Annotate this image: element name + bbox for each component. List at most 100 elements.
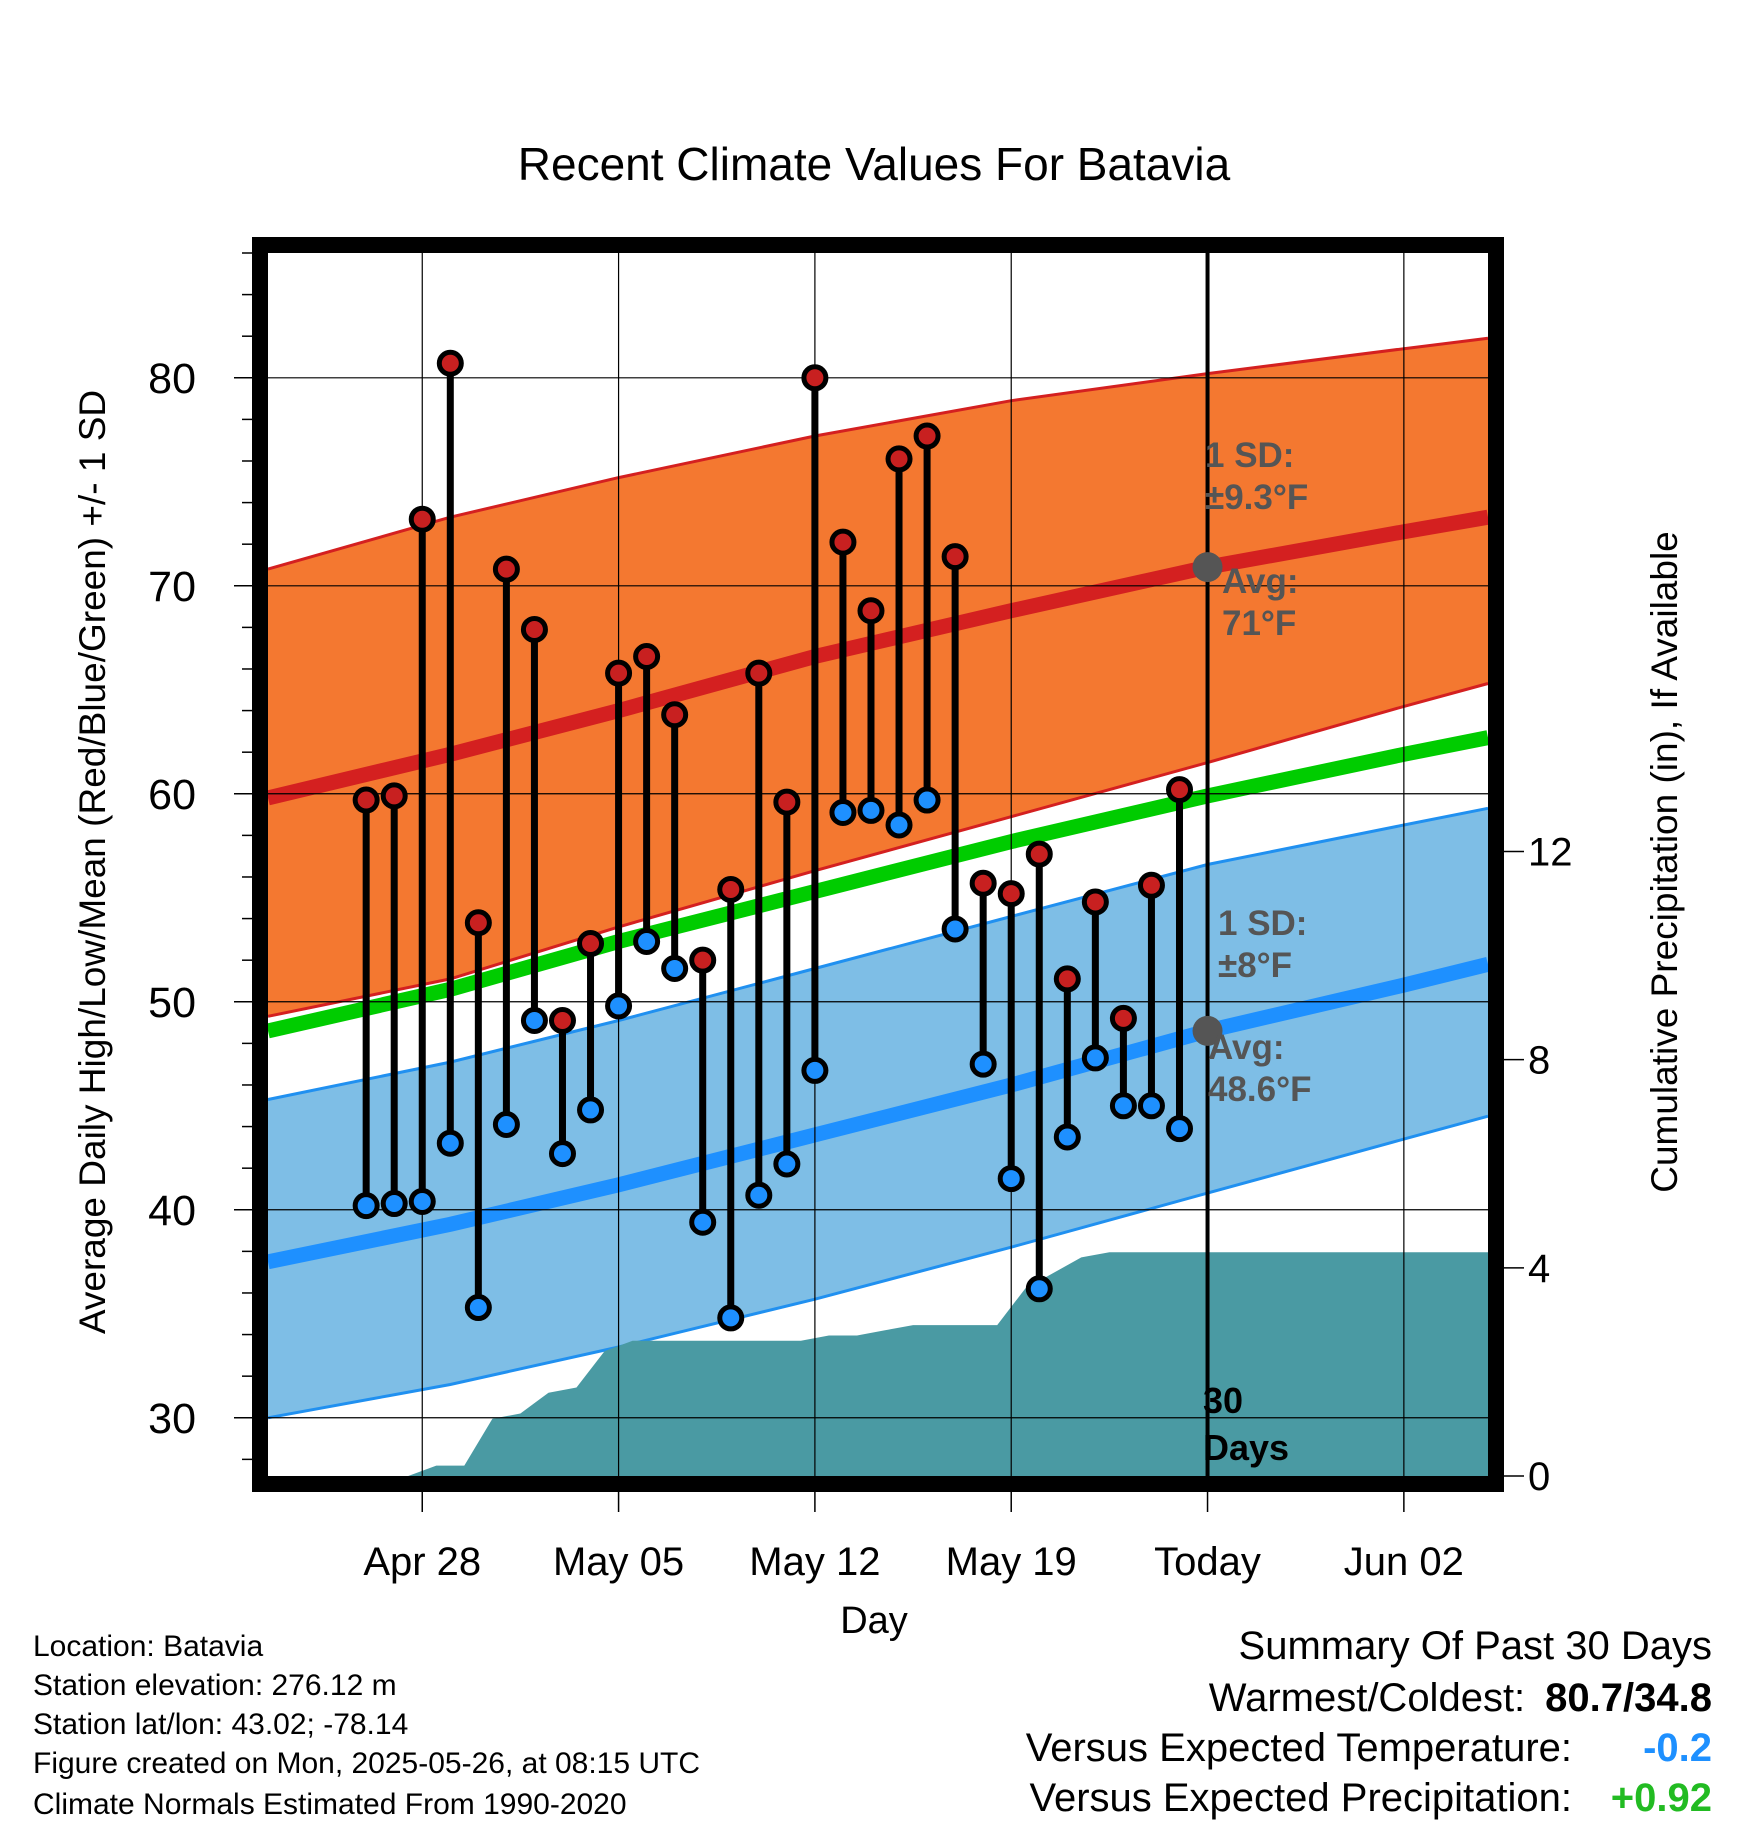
days-count-label: 30 [1203,1380,1243,1421]
warmest-value: 80.7/34.8 [1545,1676,1712,1720]
daily-high-point [548,1006,576,1034]
y-tick-label: 70 [148,563,196,611]
precip-label: Versus Expected Precipitation: [1029,1776,1572,1820]
daily-high-point [969,869,997,897]
x-tick-label: May 05 [553,1540,684,1584]
warmest-label: Warmest/Coldest: [1208,1676,1526,1720]
low-avg-value: 48.6°F [1208,1070,1312,1109]
daily-low-point [745,1181,773,1209]
y-tick-label: 30 [148,1395,196,1443]
axes: 30 40 50 60 70 80 0 4 8 12 Apr 28 May 05 May 12 May 1… [148,237,1573,1584]
daily-high-point [997,880,1025,908]
high-sd-upper-line [267,336,1489,571]
x-axis-label: Day [840,1600,908,1642]
daily-high-point [1025,840,1053,868]
temp-label: Versus Expected Temperature: [1025,1726,1572,1770]
low-sd-lower-line [267,1114,1489,1420]
y2-tick-label: 12 [1528,830,1573,874]
y-tick-label: 50 [148,979,196,1027]
days-word-label: Days [1203,1427,1289,1468]
daily-low-point [408,1187,436,1215]
y-tick-label: 80 [148,355,196,403]
daily-low-point [997,1165,1025,1193]
summary-warmest-row: Warmest/Coldest: 80.7/34.8 [1209,1676,1712,1720]
daily-low-point [717,1304,745,1332]
y2-tick-label: 0 [1528,1455,1550,1499]
precip-value: +0.92 [1610,1776,1712,1820]
daily-high-point [773,788,801,816]
daily-high-point [1137,871,1165,899]
daily-high-point [436,349,464,377]
daily-high-point [633,643,661,671]
daily-high-point [577,930,605,958]
daily-low-point [773,1150,801,1178]
daily-low-point [689,1208,717,1236]
daily-low-point [464,1294,492,1322]
daily-low-point [941,915,969,943]
x-tick-label: May 19 [946,1540,1077,1584]
daily-low-point [1081,1044,1109,1072]
summary-precip-row: Versus Expected Precipitation: +0.92 [1029,1776,1712,1820]
y2-axis-label: Cumulative Precipitation (in), If Availa… [1644,531,1685,1193]
daily-high-point [1081,888,1109,916]
temp-value: -0.2 [1643,1726,1712,1770]
x-tick-label: Jun 02 [1344,1540,1464,1584]
summary-title: Summary Of Past 30 Days [1238,1624,1712,1668]
x-tick-label: May 12 [749,1540,880,1584]
chart-title: Recent Climate Values For Batavia [518,138,1231,190]
daily-high-point [380,782,408,810]
daily-high-point [941,543,969,571]
daily-high-point [605,659,633,687]
daily-low-point [857,796,885,824]
high-avg-value: 71°F [1222,604,1296,643]
daily-high-point [801,364,829,392]
high-avg-label: Avg: [1222,562,1298,601]
location-text: Location: Batavia [33,1630,264,1663]
plot-frame [252,237,1504,1492]
daily-low-point [352,1192,380,1220]
daily-low-point [1137,1092,1165,1120]
daily-low-point [577,1096,605,1124]
precipitation-area [408,1252,1489,1476]
high-sd-band [268,338,1488,1017]
y2-tick-label: 8 [1528,1039,1550,1083]
x-tick-label: Apr 28 [363,1540,481,1584]
daily-high-point [492,555,520,583]
daily-high-point [661,701,689,729]
daily-high-point [408,505,436,533]
low-avg-label: Avg: [1208,1028,1284,1067]
daily-low-point [1025,1275,1053,1303]
daily-high-point [520,615,548,643]
low-sd-value: ±8°F [1218,946,1292,985]
daily-low-point [801,1056,829,1084]
daily-observations [352,349,1193,1332]
daily-high-point [717,875,745,903]
daily-high-point [857,597,885,625]
daily-low-point [885,811,913,839]
daily-high-point [829,528,857,556]
daily-low-point [436,1129,464,1157]
precipitation-area-fill [408,1252,1489,1476]
daily-low-point [548,1140,576,1168]
high-sd-value: ±9.3°F [1205,478,1308,517]
daily-high-point [1053,965,1081,993]
daily-high-point [1109,1004,1137,1032]
daily-low-point [913,786,941,814]
y-tick-label: 60 [148,771,196,819]
today-low-avg-marker [1192,1015,1223,1046]
x-tick-label: Today [1154,1540,1261,1584]
daily-high-point [464,909,492,937]
daily-high-point [1165,776,1193,804]
summary-temp-row: Versus Expected Temperature: -0.2 [1026,1726,1712,1770]
elevation-text: Station elevation: 276.12 m [33,1669,397,1702]
daily-low-point [1053,1123,1081,1151]
y-tick-label: 40 [148,1187,196,1235]
y-axis-label: Average Daily High/Low/Mean (Red/Blue/Gr… [72,390,113,1334]
daily-low-point [380,1190,408,1218]
low-sd-label: 1 SD: [1218,904,1307,943]
daily-low-point [1109,1092,1137,1120]
normals-text: Climate Normals Estimated From 1990-2020 [33,1788,627,1821]
today-high-avg-marker [1192,552,1223,583]
